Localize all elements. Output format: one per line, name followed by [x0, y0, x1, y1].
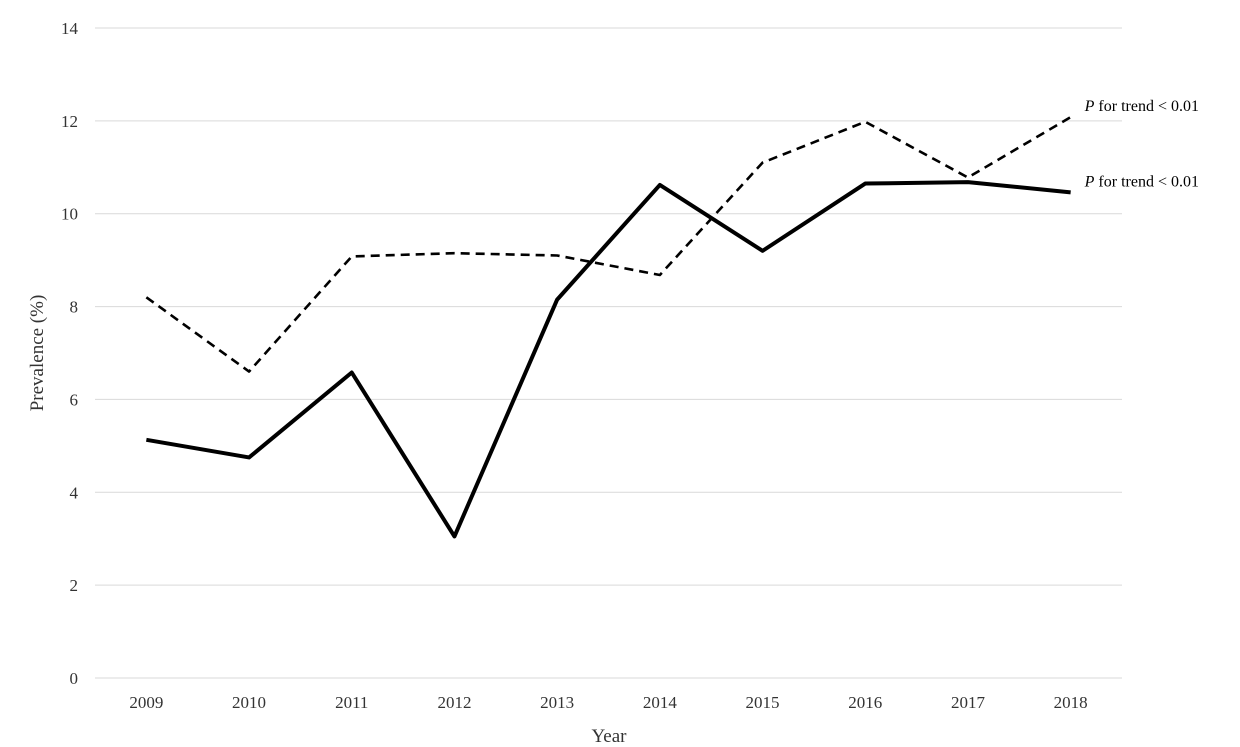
dashed-series-line — [145, 116, 1072, 373]
trend-annotation-text: for trend < 0.01 — [1094, 173, 1199, 190]
y-tick-labels: 0 2 4 6 8 10 12 14 — [61, 19, 79, 688]
gridlines — [95, 27, 1122, 679]
trend-annotation: P for trend < 0.01 — [1084, 173, 1199, 190]
y-tick-label: 10 — [61, 205, 78, 224]
trend-annotation-p: P — [1084, 173, 1095, 190]
x-tick-label: 2017 — [951, 693, 986, 712]
trend-annotation: P for trend < 0.01 — [1084, 98, 1199, 115]
series-lines — [145, 116, 1072, 539]
y-tick-label: 6 — [70, 390, 79, 409]
trend-annotation-text: for trend < 0.01 — [1094, 98, 1199, 115]
y-tick-label: 0 — [70, 669, 79, 688]
x-tick-label: 2013 — [540, 693, 574, 712]
trend-annotations: P for trend < 0.01P for trend < 0.01 — [1084, 98, 1199, 190]
x-tick-labels: 2009 2010 2011 2012 2013 2014 2015 2016 2017 2018 — [129, 693, 1087, 712]
x-tick-label: 2018 — [1054, 693, 1088, 712]
y-tick-label: 2 — [70, 576, 79, 595]
x-tick-label: 2010 — [232, 693, 266, 712]
y-tick-label: 12 — [61, 112, 78, 131]
x-tick-label: 2014 — [643, 693, 678, 712]
solid-series-line — [146, 180, 1071, 539]
x-tick-label: 2011 — [335, 693, 368, 712]
y-axis-title: Prevalence (%) — [27, 295, 48, 412]
trend-annotation-p: P — [1084, 98, 1095, 115]
x-axis-title: Year — [591, 726, 627, 747]
x-tick-label: 2015 — [746, 693, 780, 712]
y-tick-label: 14 — [61, 19, 79, 38]
y-tick-label: 8 — [70, 298, 79, 317]
x-tick-label: 2009 — [129, 693, 163, 712]
y-tick-label: 4 — [70, 483, 79, 502]
x-tick-label: 2012 — [437, 693, 471, 712]
x-tick-label: 2016 — [848, 693, 882, 712]
